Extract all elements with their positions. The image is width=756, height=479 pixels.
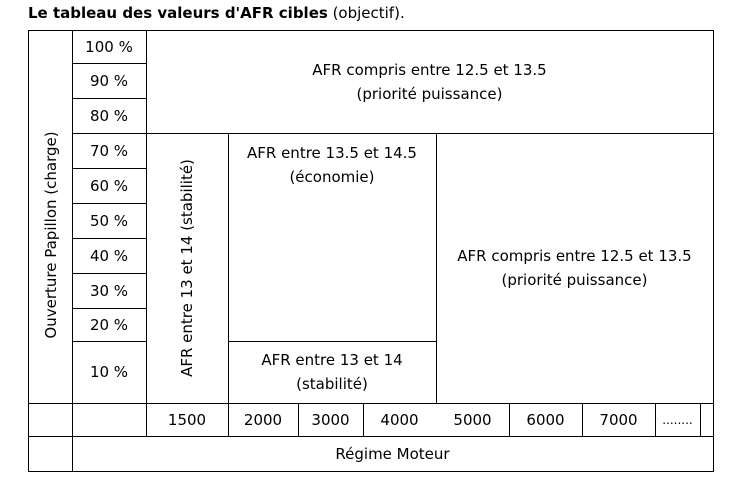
row-line	[72, 203, 146, 204]
row-line	[72, 238, 146, 239]
zone-boundary-line	[72, 133, 714, 134]
load-row-label: 10 %	[89, 363, 129, 381]
rpm-label: 4000	[380, 410, 419, 429]
zone-right-power: AFR compris entre 12.5 et 13.5 (priorité…	[457, 247, 692, 289]
load-row-label: 100 %	[85, 37, 133, 56]
row-line	[72, 98, 146, 99]
row-line	[72, 63, 146, 64]
x-axis-label: Régime Moteur	[335, 444, 450, 463]
load-row-label: 50 %	[89, 211, 129, 230]
load-col-right-line	[146, 30, 147, 436]
rpm-label: 7000	[599, 410, 638, 429]
load-row-label: 70 %	[89, 141, 129, 160]
rpm-col-line	[363, 403, 364, 436]
rpm-col-line	[655, 403, 656, 436]
rpm-label: 5000	[453, 410, 492, 429]
table-top-border	[28, 30, 714, 31]
table-right-border	[713, 30, 714, 472]
load-row-label: 30 %	[89, 281, 129, 300]
load-row-label: 60 %	[89, 176, 129, 195]
rpm-col-line	[509, 403, 510, 436]
title-suffix: (objectif).	[327, 4, 405, 22]
load-row-label: 80 %	[89, 106, 129, 125]
rpm-row-bottom-line	[28, 436, 714, 437]
rpm-label: 2000	[243, 410, 283, 429]
rpm-col-line	[700, 403, 701, 436]
rpm-col-line	[582, 403, 583, 436]
load-row-label: 90 %	[89, 71, 129, 90]
rpm-label: 3000	[311, 410, 350, 429]
zone-low-stability: AFR entre 13 et 14 (stabilité)	[261, 351, 403, 393]
table-left-border	[28, 30, 29, 472]
rpm-label: 6000	[526, 410, 565, 429]
y-axis-label: Ouverture Papillon (charge)	[42, 131, 60, 339]
load-row-label: 40 %	[89, 246, 129, 265]
rpm-row-top-line	[28, 403, 714, 404]
zone-line	[228, 133, 229, 436]
table-bottom-border	[28, 471, 714, 472]
rpm-label: ........	[662, 412, 693, 427]
load-col-left-line	[72, 30, 73, 472]
row-line	[72, 341, 146, 342]
row-line	[72, 273, 146, 274]
load-row-label: 20 %	[89, 315, 129, 334]
zone-economy: AFR entre 13.5 et 14.5 (économie)	[247, 144, 417, 186]
rpm-label: 1500	[167, 410, 207, 429]
zone-left-stability: AFR entre 13 et 14 (stabilité)	[178, 159, 196, 377]
page-title: Le tableau des valeurs d'AFR cibles (obj…	[28, 4, 405, 22]
title-bold: Le tableau des valeurs d'AFR cibles	[28, 4, 328, 22]
zone-top-power: AFR compris entre 12.5 et 13.5 (priorité…	[312, 60, 547, 103]
row-line	[72, 168, 146, 169]
row-line	[72, 308, 146, 309]
zone-line	[436, 133, 437, 403]
rpm-col-line	[298, 403, 299, 436]
zone-line	[228, 341, 436, 342]
